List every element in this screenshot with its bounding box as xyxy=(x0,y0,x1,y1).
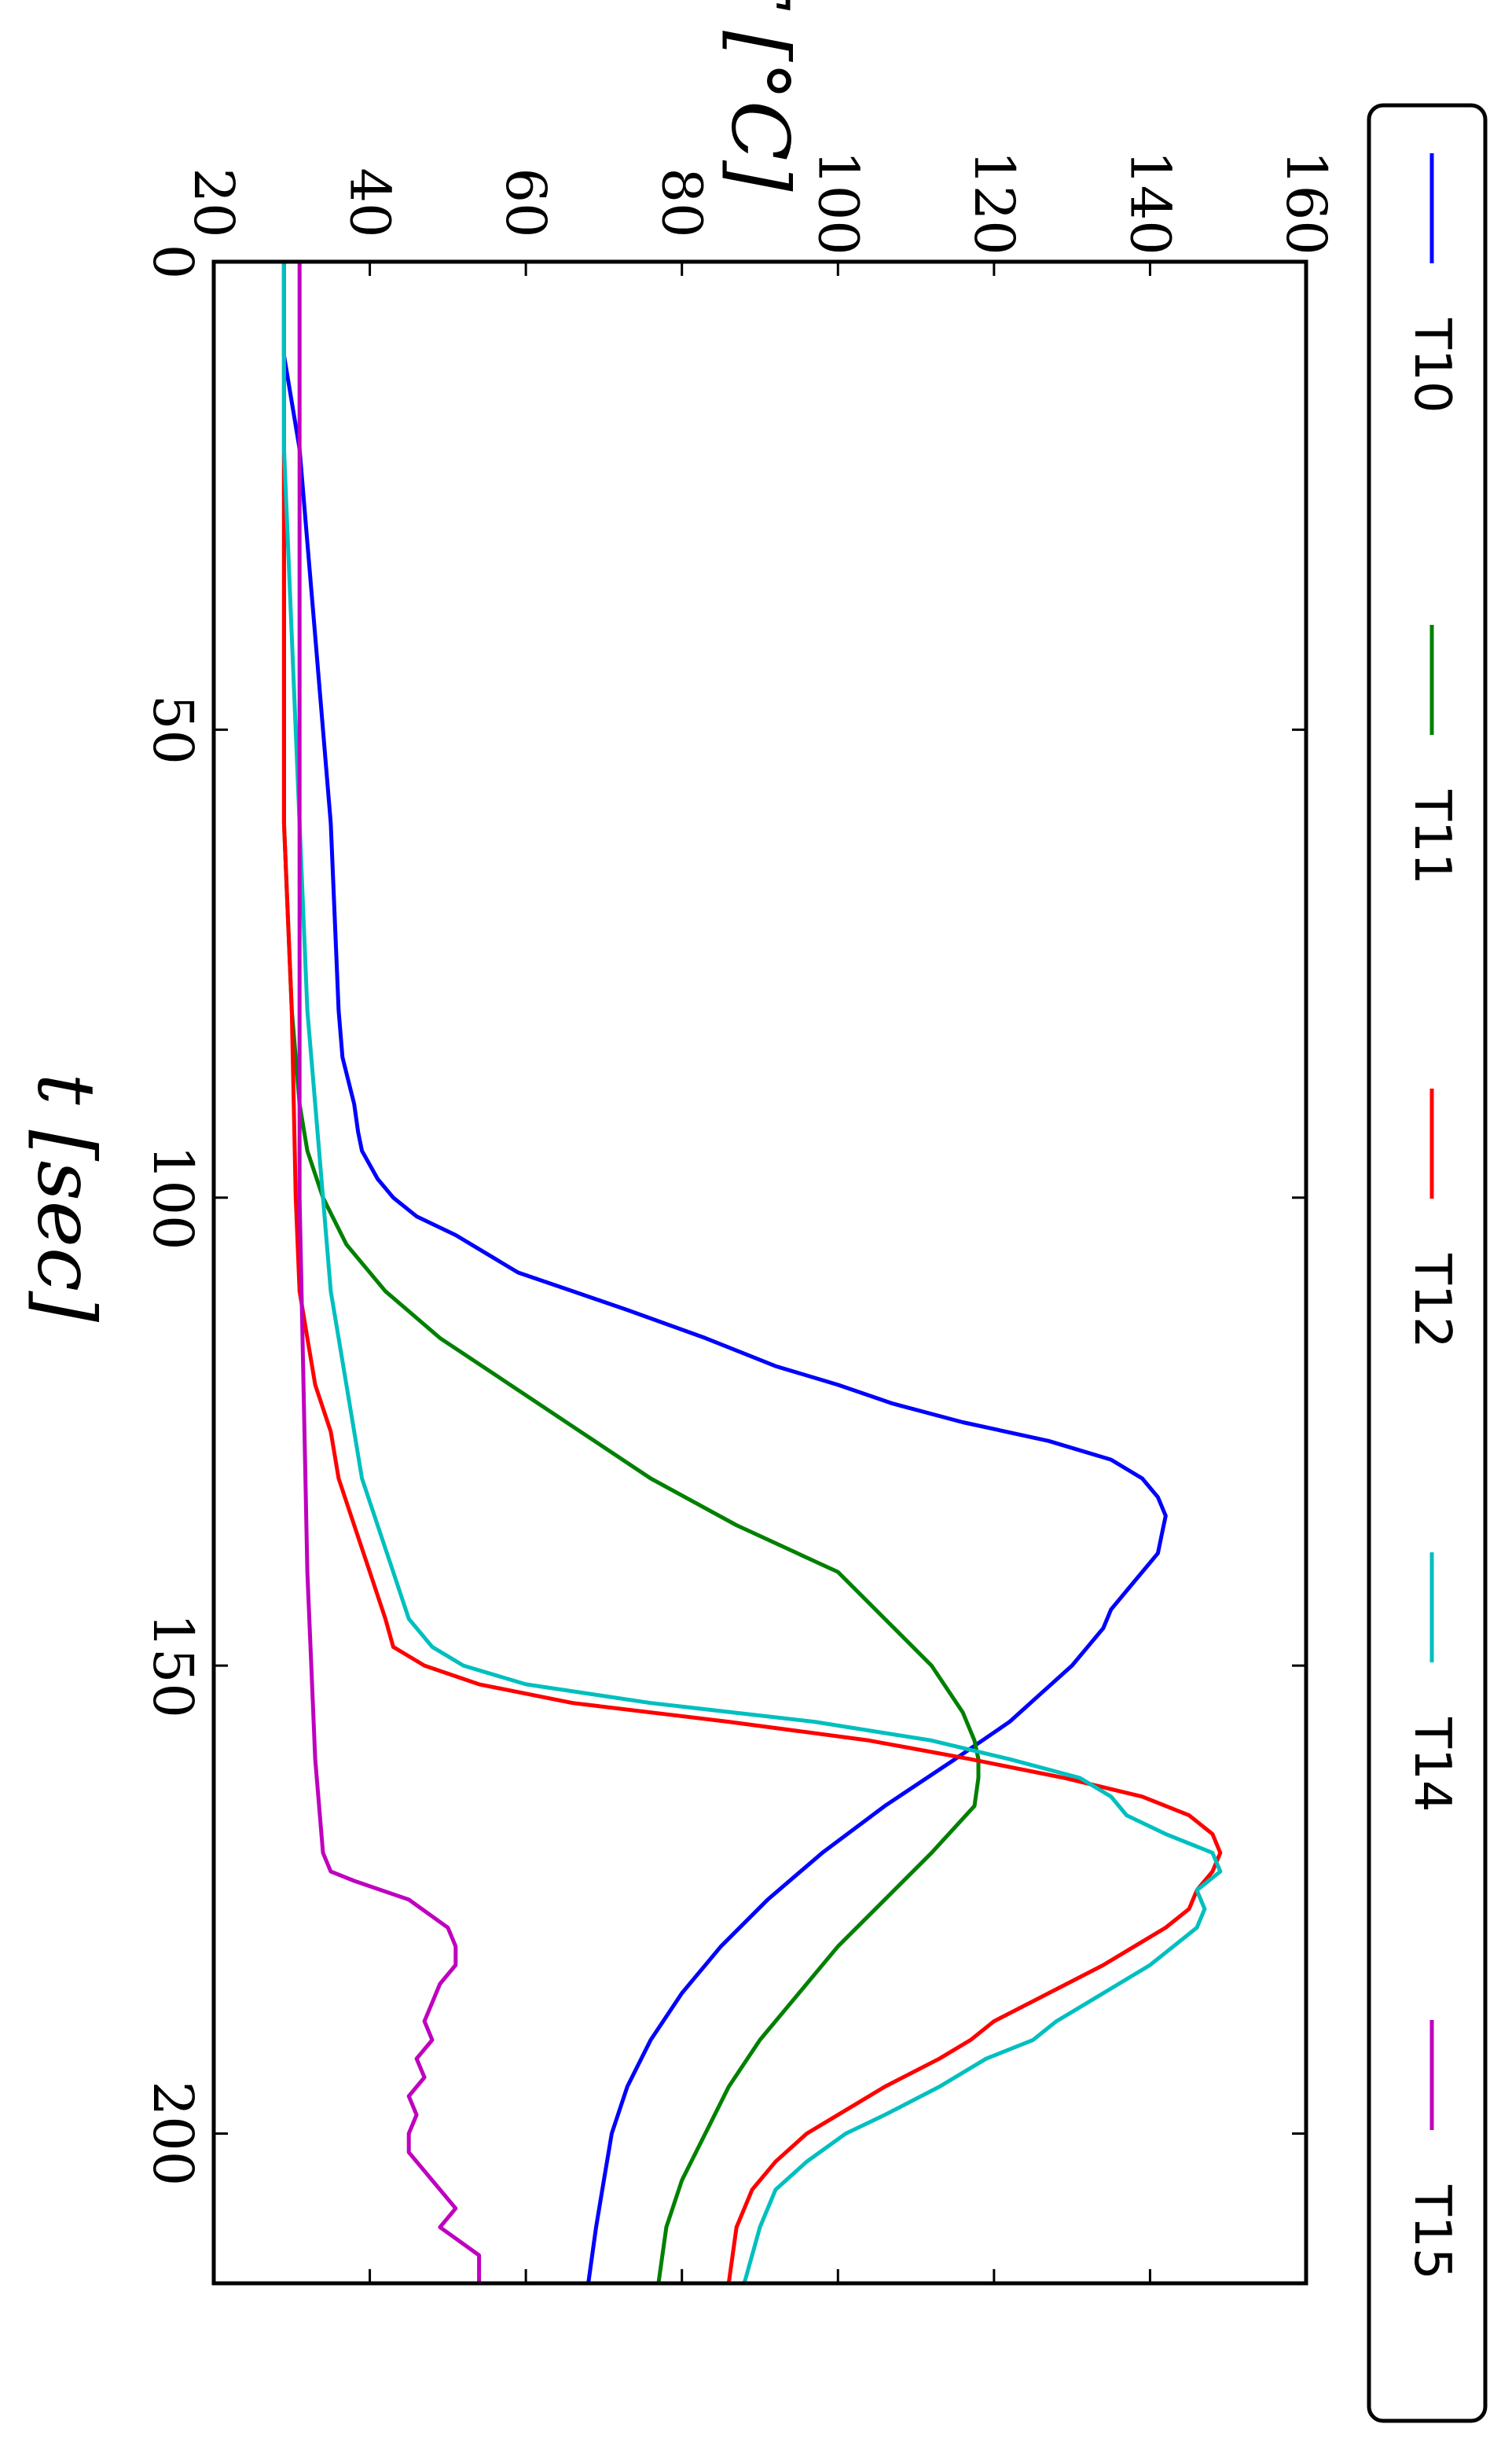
x-tick-label: 150 xyxy=(141,1613,205,1718)
x-tick-label: 100 xyxy=(141,1145,205,1251)
x-tick-label: 200 xyxy=(141,2081,205,2187)
y-axis-label: T [°C] xyxy=(714,0,806,192)
series-line-t15 xyxy=(297,262,482,2283)
y-tick-label: 60 xyxy=(494,167,558,237)
y-tick-label: 160 xyxy=(1274,150,1338,255)
series-line-t12 xyxy=(281,262,1223,2283)
plot-frame xyxy=(211,259,1308,2286)
x-tick-label: 50 xyxy=(141,695,205,765)
ticks xyxy=(212,260,1308,2283)
legend-label-t12: T12 xyxy=(1403,1253,1461,1349)
legend-label-t11: T11 xyxy=(1403,789,1461,885)
series-line-t11 xyxy=(281,262,981,2283)
y-tick-label: 20 xyxy=(182,167,246,237)
series-line-t10 xyxy=(281,262,1168,2283)
legend-label-t10: T10 xyxy=(1403,318,1461,413)
legend-box xyxy=(1367,103,1488,2423)
y-tick-label: 80 xyxy=(650,167,714,237)
plot-area xyxy=(281,262,1223,2283)
legend-label-t15: T15 xyxy=(1403,2184,1461,2280)
y-tick-label: 100 xyxy=(806,150,870,255)
legend: T10 T11 T12 T14 T15 xyxy=(1367,103,1488,2423)
tick-labels: 0 50 100 150 200 20 40 60 80 100 120 140 160 xyxy=(141,150,1338,2186)
legend-label-t14: T14 xyxy=(1403,1717,1461,1812)
y-tick-label: 140 xyxy=(1117,150,1182,255)
x-tick-label: 0 xyxy=(141,244,205,280)
y-tick-label: 120 xyxy=(962,150,1026,255)
y-tick-label: 40 xyxy=(338,167,402,237)
series-line-t14 xyxy=(281,262,1223,2283)
x-axis-label: t [sec] xyxy=(20,1073,112,1322)
